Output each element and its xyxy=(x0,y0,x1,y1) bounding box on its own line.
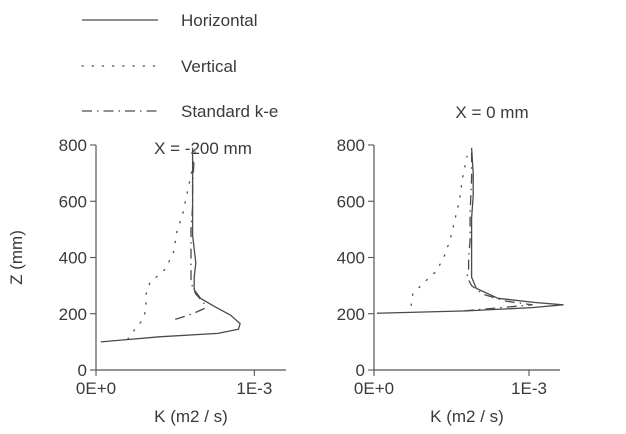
panel-x-0: 0 200 400 600 800 0E+0 1E-3 X = 0 mm K (m2 / s) xyxy=(337,103,564,426)
legend-label: Standard k-e xyxy=(181,102,278,121)
y-tick-label: 400 xyxy=(59,249,87,268)
x-axis-label: K (m2 / s) xyxy=(154,407,228,426)
x-axis-label: K (m2 / s) xyxy=(430,407,504,426)
y-tick-label: 200 xyxy=(337,305,365,324)
series-horizontal xyxy=(377,147,564,314)
panel-x-minus-200: 0 200 400 600 800 0E+0 1E-3 X = -200 mm K (m2 / … xyxy=(7,136,286,426)
y-tick-label: 600 xyxy=(59,192,87,211)
y-tick-label: 400 xyxy=(337,249,365,268)
y-axis-label: Z (mm) xyxy=(7,230,26,285)
y-tick-label: 0 xyxy=(356,361,365,380)
y-tick-label: 200 xyxy=(59,305,87,324)
legend-label: Horizontal xyxy=(181,11,258,30)
y-tick-label: 600 xyxy=(337,192,365,211)
x-tick-label: 0E+0 xyxy=(354,379,394,398)
legend: Horizontal Vertical Standard k-e xyxy=(81,11,278,121)
series-vertical xyxy=(127,147,197,340)
legend-label: Vertical xyxy=(181,57,237,76)
y-tick-label: 800 xyxy=(337,136,365,155)
series-horizontal xyxy=(100,147,241,343)
y-tick-label: 0 xyxy=(78,361,87,380)
x-tick-label: 1E-3 xyxy=(511,379,547,398)
panel-title: X = 0 mm xyxy=(455,103,528,122)
series-vertical xyxy=(410,155,468,306)
y-tick-label: 800 xyxy=(59,136,87,155)
series-standard-k-e xyxy=(463,150,533,312)
series-standard-k-e xyxy=(175,159,206,321)
x-tick-label: 1E-3 xyxy=(236,379,272,398)
x-tick-label: 0E+0 xyxy=(76,379,116,398)
panel-title: X = -200 mm xyxy=(154,139,252,158)
